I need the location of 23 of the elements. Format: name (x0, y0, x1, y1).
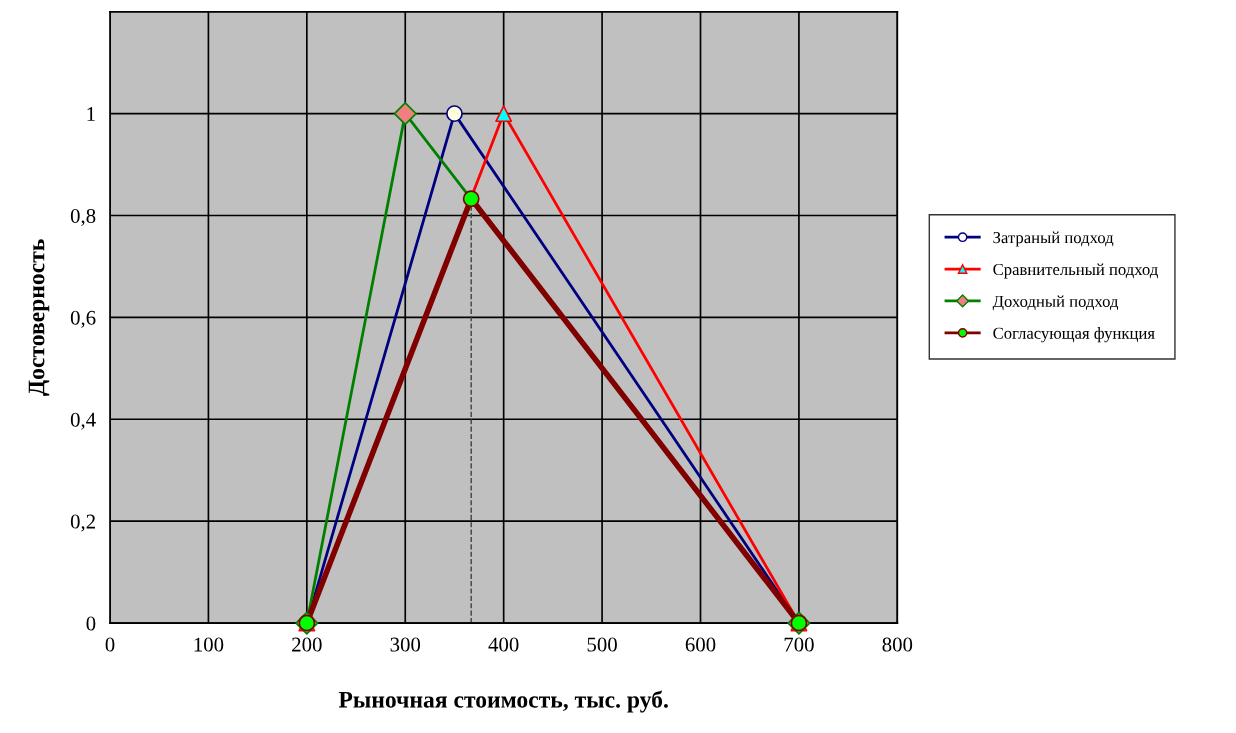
x-tick-label: 700 (784, 637, 814, 652)
y-tick-label: 0,6 (70, 310, 96, 328)
y-axis-title: Достоверность (28, 239, 50, 396)
y-tick-label: 1 (87, 107, 95, 121)
legend-label: Сравнительный подход (993, 263, 1158, 279)
y-tick-label: 0 (86, 616, 96, 631)
legend-label: Согласующая функция (993, 327, 1155, 343)
x-tick-label: 100 (194, 637, 224, 652)
x-tick-label: 0 (105, 637, 115, 652)
y-tick-label: 0,2 (70, 514, 95, 532)
x-axis-title: Рыночная стоимость, тыс. руб. (338, 690, 668, 713)
x-tick-label: 200 (292, 637, 322, 652)
y-tick-label: 0,8 (70, 208, 96, 226)
point (495, 105, 513, 123)
point (393, 102, 417, 126)
legend-label: Затраный подход (993, 231, 1114, 247)
x-tick-label: 400 (488, 637, 519, 652)
x-tick-label: 600 (685, 637, 716, 652)
x-tick-label: 500 (587, 637, 617, 652)
x-tick-label: 300 (390, 637, 421, 652)
x-tick-label: 800 (882, 637, 913, 652)
y-tick-label: 0,4 (70, 412, 96, 430)
legend-label: Доходный подход (992, 295, 1119, 311)
